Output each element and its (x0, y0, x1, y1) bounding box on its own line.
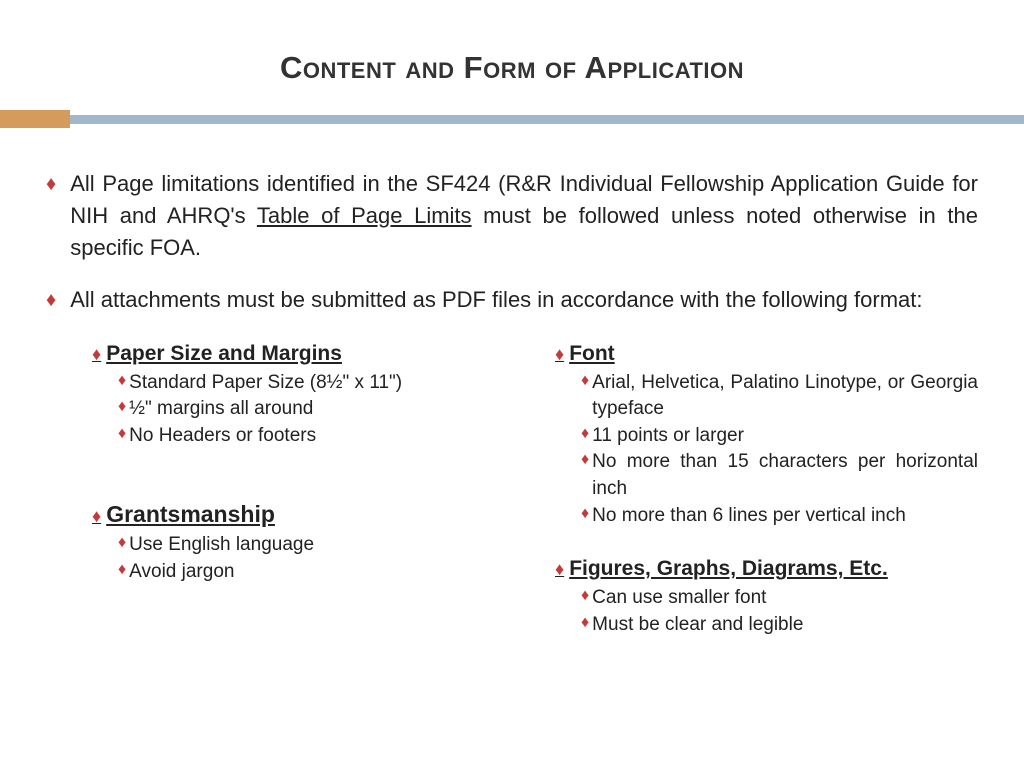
sub-list: ♦Standard Paper Size (8½" x 11") ♦½" mar… (92, 370, 515, 450)
divider-bar (0, 110, 1024, 128)
main-bullet: ♦ All Page limitations identified in the… (46, 168, 978, 264)
sub-item: ♦Can use smaller font (581, 585, 978, 612)
sub-text: Use English language (129, 532, 314, 559)
section-heading: ♦ Grantsmanship (92, 501, 515, 528)
diamond-icon: ♦ (581, 503, 589, 530)
diamond-icon: ♦ (118, 532, 126, 559)
sub-item: ♦½" margins all around (118, 396, 515, 423)
diamond-icon: ♦ (581, 585, 589, 612)
sub-item: ♦Use English language (118, 532, 515, 559)
section-heading: ♦ Font (555, 342, 978, 366)
diamond-icon: ♦ (118, 370, 126, 397)
sub-item: ♦Arial, Helvetica, Palatino Linotype, or… (581, 370, 978, 423)
sub-text: Avoid jargon (129, 559, 234, 586)
diamond-icon: ♦ (118, 423, 126, 450)
bullet-link: Table of Page Limits (257, 203, 472, 228)
sub-item: ♦11 points or larger (581, 423, 978, 450)
sub-list: ♦Use English language ♦Avoid jargon (92, 532, 515, 585)
right-column: ♦ Font ♦Arial, Helvetica, Palatino Linot… (555, 342, 978, 667)
diamond-icon: ♦ (555, 344, 564, 365)
sub-list: ♦Arial, Helvetica, Palatino Linotype, or… (555, 370, 978, 530)
sub-text: No more than 6 lines per vertical inch (592, 503, 978, 530)
main-bullet: ♦ All attachments must be submitted as P… (46, 284, 978, 316)
slide-title: Content and Form of Application (0, 0, 1024, 110)
section-figures: ♦ Figures, Graphs, Diagrams, Etc. ♦Can u… (555, 557, 978, 638)
bullet-pre: All attachments must be submitted as PDF… (70, 287, 922, 312)
sub-item: ♦No more than 6 lines per vertical inch (581, 503, 978, 530)
sub-text: Arial, Helvetica, Palatino Linotype, or … (592, 370, 978, 423)
sub-item: ♦Avoid jargon (118, 559, 515, 586)
section-font: ♦ Font ♦Arial, Helvetica, Palatino Linot… (555, 342, 978, 530)
sub-item: ♦No more than 15 characters per horizont… (581, 449, 978, 502)
diamond-icon: ♦ (46, 286, 56, 316)
sub-text: Standard Paper Size (8½" x 11") (129, 370, 402, 397)
sub-text: ½" margins all around (129, 396, 313, 423)
sub-text: No Headers or footers (129, 423, 316, 450)
diamond-icon: ♦ (555, 559, 564, 580)
left-column: ♦ Paper Size and Margins ♦Standard Paper… (92, 342, 515, 667)
diamond-icon: ♦ (581, 370, 589, 423)
diamond-icon: ♦ (118, 396, 126, 423)
section-heading: ♦ Figures, Graphs, Diagrams, Etc. (555, 557, 978, 581)
section-heading: ♦ Paper Size and Margins (92, 342, 515, 366)
diamond-icon: ♦ (92, 344, 101, 365)
diamond-icon: ♦ (581, 612, 589, 639)
sub-list: ♦Can use smaller font ♦Must be clear and… (555, 585, 978, 638)
diamond-icon: ♦ (92, 506, 101, 527)
diamond-icon: ♦ (118, 559, 126, 586)
sub-text: Can use smaller font (592, 585, 978, 612)
heading-text: Font (569, 342, 614, 366)
section-grantsmanship: ♦ Grantsmanship ♦Use English language ♦A… (92, 501, 515, 585)
diamond-icon: ♦ (581, 423, 589, 450)
divider-orange-block (0, 110, 70, 128)
sub-text: Must be clear and legible (592, 612, 978, 639)
columns: ♦ Paper Size and Margins ♦Standard Paper… (46, 336, 978, 667)
sub-item: ♦No Headers or footers (118, 423, 515, 450)
heading-text: Figures, Graphs, Diagrams, Etc. (569, 557, 888, 581)
content-area: ♦ All Page limitations identified in the… (0, 128, 1024, 666)
bullet-text: All Page limitations identified in the S… (70, 168, 978, 264)
divider-blue-line (70, 115, 1024, 124)
diamond-icon: ♦ (46, 170, 56, 264)
bullet-text: All attachments must be submitted as PDF… (70, 284, 978, 316)
sub-text: No more than 15 characters per horizonta… (592, 449, 978, 502)
diamond-icon: ♦ (581, 449, 589, 502)
sub-text: 11 points or larger (592, 423, 978, 450)
heading-text: Paper Size and Margins (106, 342, 342, 366)
section-paper: ♦ Paper Size and Margins ♦Standard Paper… (92, 342, 515, 450)
sub-item: ♦Must be clear and legible (581, 612, 978, 639)
sub-item: ♦Standard Paper Size (8½" x 11") (118, 370, 515, 397)
heading-text: Grantsmanship (106, 501, 275, 528)
